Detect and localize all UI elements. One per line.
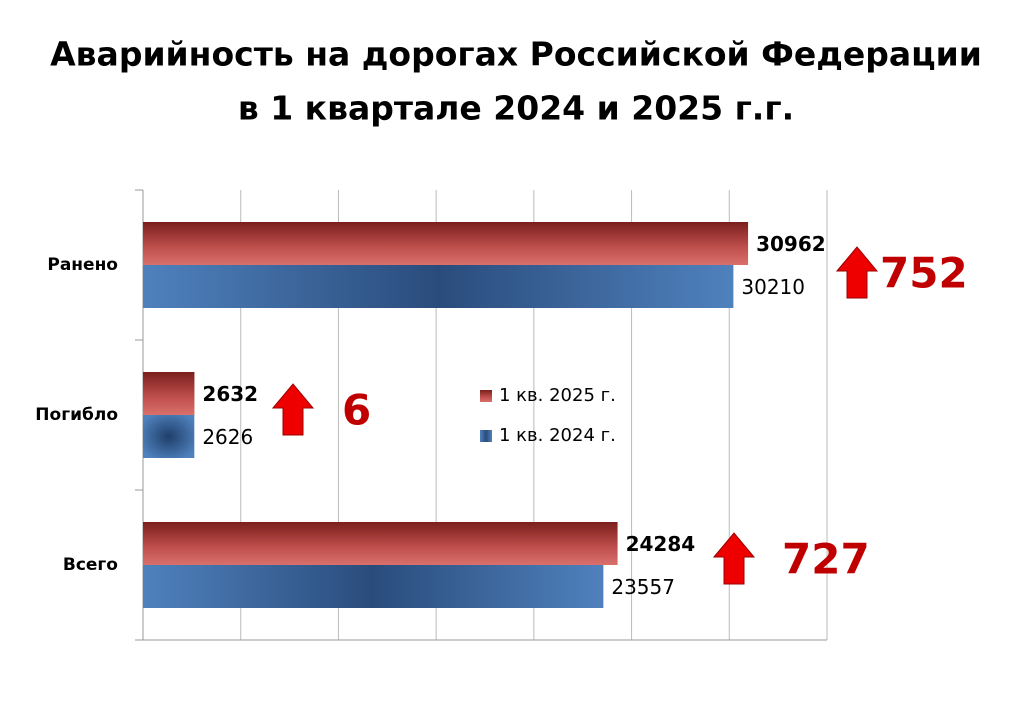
- bar: [143, 265, 734, 308]
- annotation: 6: [342, 386, 371, 435]
- y-tick-label: Погибло: [35, 405, 118, 425]
- y-tick-label: Всего: [63, 555, 118, 575]
- legend-label: 1 кв. 2025 г.: [499, 385, 616, 406]
- data-label: 2632: [202, 382, 258, 406]
- legend-swatch: [480, 430, 492, 442]
- chart-subtitle: в 1 квартале 2024 и 2025 г.г.: [238, 89, 794, 128]
- data-label: 30210: [741, 275, 805, 299]
- arrow-icon: [271, 383, 315, 436]
- data-label: 2626: [202, 425, 253, 449]
- data-label: 30962: [756, 232, 826, 256]
- bar: [143, 415, 195, 458]
- arrow-icon: [712, 532, 756, 585]
- data-label: 24284: [626, 532, 696, 556]
- legend-swatch: [480, 390, 492, 402]
- y-tick-label: Ранено: [47, 255, 118, 275]
- chart-title: Аварийность на дорогах Российской Федера…: [50, 35, 982, 74]
- legend-label: 1 кв. 2024 г.: [499, 425, 616, 446]
- data-label: 23557: [611, 575, 675, 599]
- bar: [143, 222, 749, 265]
- annotation: 752: [880, 249, 968, 298]
- annotation: 727: [782, 535, 870, 584]
- bar: [143, 565, 604, 608]
- arrow-icon: [835, 246, 879, 299]
- bar: [143, 522, 618, 565]
- bar: [143, 372, 195, 415]
